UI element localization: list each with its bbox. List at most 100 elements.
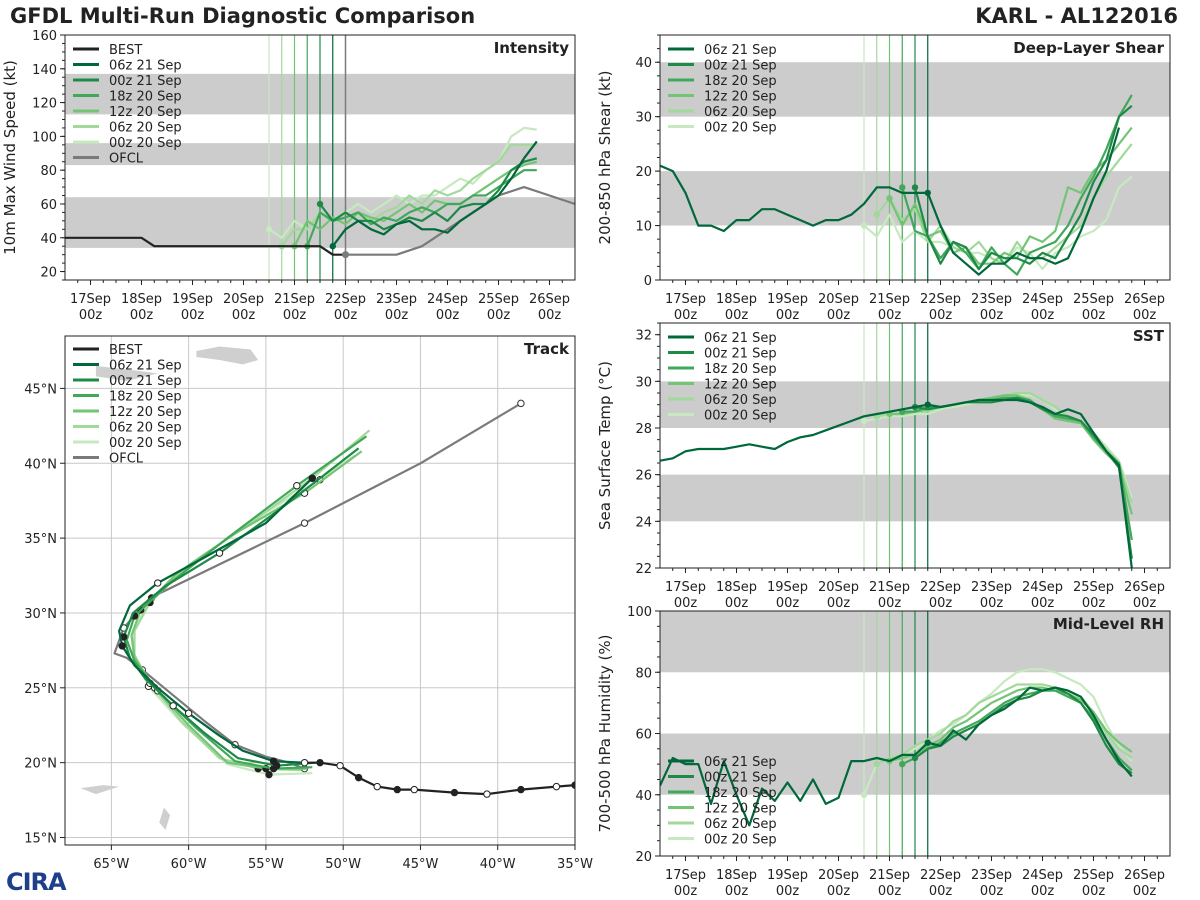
track-ofcl-point [300, 519, 309, 527]
track-legend-label: 00z 21 Sep [109, 374, 182, 389]
intensity-legend-label: OFCL [109, 152, 144, 167]
sst-xtick-label: 00z [1031, 596, 1055, 611]
track-ytick-label: 40°N [24, 457, 57, 472]
rh-legend-label: 06z 20 Sep [704, 817, 777, 832]
rh-series-start [899, 760, 906, 768]
land-mass [196, 346, 259, 365]
intensity-ytick-label: 80 [40, 164, 57, 179]
shear-panel: 01020304017Sep00z18Sep00z19Sep00z20Sep00… [596, 34, 1171, 323]
rh-xtick-label: 19Sep [767, 868, 808, 883]
shear-ytick-label: 40 [635, 56, 652, 71]
intensity-legend-label: 18z 20 Sep [109, 90, 182, 105]
track-legend-label: 12z 20 Sep [109, 405, 182, 420]
rh-xtick-label: 21Sep [869, 868, 910, 883]
rh-ylabel: 700-500 hPa Humidity (%) [596, 634, 614, 832]
sst-ytick-label: 22 [635, 562, 652, 577]
track-series-line [131, 454, 355, 776]
shear-xtick-label: 25Sep [1073, 292, 1114, 307]
rh-series-line [914, 686, 1133, 775]
rh-series-line [901, 689, 1133, 772]
rh-xtick-label: 17Sep [665, 868, 706, 883]
rh-xtick-label: 00z [929, 884, 953, 899]
sst-legend-label: 00z 21 Sep [704, 347, 777, 362]
track-series-point [154, 579, 162, 587]
rh-legend-label: 12z 20 Sep [704, 802, 777, 817]
shear-title: Deep-Layer Shear [1013, 39, 1164, 57]
sst-xtick-label: 23Sep [971, 580, 1012, 595]
track-best-point [336, 761, 344, 770]
sst-ytick-label: 30 [635, 375, 652, 390]
sst-xtick-label: 00z [878, 596, 902, 611]
intensity-legend-label: 00z 20 Sep [109, 136, 182, 151]
intensity-xtick-label: 19Sep [172, 292, 213, 307]
track-legend-label: OFCL [109, 452, 144, 467]
rh-legend-label: 00z 21 Sep [704, 771, 777, 786]
shear-series-start [860, 222, 868, 229]
land-mass [159, 807, 171, 830]
intensity-legend-label: 12z 20 Sep [109, 105, 182, 120]
intensity-xtick-label: 26Sep [529, 292, 570, 307]
intensity-ofcl-start [342, 251, 349, 259]
track-title: Track [524, 340, 570, 358]
rh-xtick-label: 26Sep [1124, 868, 1165, 883]
track-series-line [117, 477, 314, 764]
rh-title: Mid-Level RH [1053, 615, 1164, 633]
rh-series-start [873, 760, 880, 768]
intensity-legend-label: 00z 21 Sep [109, 74, 182, 89]
intensity-ytick-label: 160 [32, 29, 57, 44]
intensity-xtick-label: 23Sep [376, 292, 417, 307]
shear-series-line [913, 104, 1133, 271]
rh-ytick-label: 40 [635, 789, 652, 804]
track-series-line [130, 450, 363, 770]
track-legend-label: 06z 21 Sep [109, 359, 182, 374]
shear-xtick-label: 00z [674, 308, 698, 323]
shear-xtick-label: 00z [1082, 308, 1106, 323]
shear-series-start [899, 184, 906, 191]
sst-xtick-label: 17Sep [665, 580, 706, 595]
track-series-point [169, 702, 177, 710]
rh-xtick-label: 00z [1031, 884, 1055, 899]
intensity-best-line [65, 236, 346, 256]
sst-xtick-label: 00z [725, 596, 749, 611]
intensity-ytick-label: 120 [32, 97, 57, 112]
intensity-xtick-label: 00z [436, 308, 460, 323]
intensity-xtick-label: 00z [385, 308, 409, 323]
track-best-point [517, 785, 525, 794]
shear-legend-label: 12z 20 Sep [704, 90, 777, 105]
rh-xtick-label: 00z [1133, 884, 1157, 899]
track-series-point [308, 474, 316, 482]
shear-series-line [926, 127, 1121, 276]
track-legend-label: BEST [109, 343, 142, 358]
intensity-xtick-label: 00z [130, 308, 154, 323]
shear-legend-label: 06z 21 Sep [704, 43, 777, 58]
intensity-xtick-label: 00z [283, 308, 307, 323]
rh-best-line [660, 741, 929, 827]
intensity-xtick-label: 00z [181, 308, 205, 323]
shear-legend-label: 06z 20 Sep [704, 105, 777, 120]
sst-xtick-label: 25Sep [1073, 580, 1114, 595]
track-xtick-label: 60°W [171, 857, 207, 872]
shear-series-start [911, 184, 919, 191]
track-series-line [133, 429, 371, 772]
shear-xtick-label: 00z [1133, 308, 1157, 323]
shear-ylabel: 200-850 hPa Shear (kt) [596, 71, 614, 245]
intensity-xtick-label: 00z [487, 308, 511, 323]
land-mass [80, 785, 120, 795]
shear-series-line [901, 94, 1133, 276]
intensity-xtick-label: 18Sep [121, 292, 162, 307]
rh-ytick-label: 100 [627, 605, 652, 620]
rh-ytick-label: 80 [635, 666, 652, 681]
sst-xtick-label: 19Sep [767, 580, 808, 595]
intensity-ytick-label: 100 [32, 130, 57, 145]
sst-best-line [660, 403, 928, 462]
sst-xtick-label: 26Sep [1124, 580, 1165, 595]
shear-xtick-label: 00z [776, 308, 800, 323]
track-ytick-label: 35°N [24, 532, 57, 547]
rh-xtick-label: 00z [674, 884, 698, 899]
track-frame [64, 335, 576, 846]
rh-xtick-label: 00z [827, 884, 851, 899]
shear-xtick-label: 00z [929, 308, 953, 323]
track-xtick-label: 35°W [557, 857, 593, 872]
storm-id: KARL - AL122016 [975, 4, 1178, 28]
